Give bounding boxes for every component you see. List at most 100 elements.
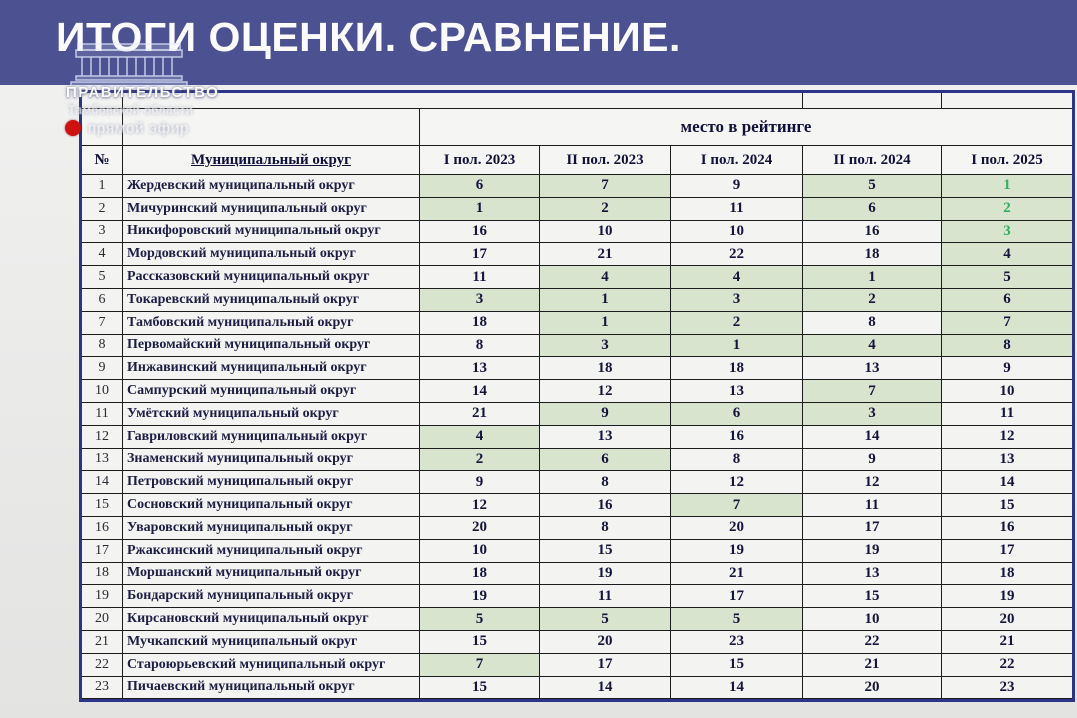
rank-cell: 1 [803, 266, 942, 289]
municipality-name: Пичаевский муниципальный округ [123, 676, 420, 700]
rank-cell: 19 [671, 539, 803, 563]
municipality-name: Жердевский муниципальный округ [123, 175, 420, 198]
empty-header-cell [123, 109, 420, 146]
row-number: 23 [82, 676, 123, 700]
rank-cell: 5 [671, 608, 803, 631]
row-number: 9 [82, 357, 123, 381]
municipality-name: Уваровский муниципальный округ [123, 516, 420, 540]
rank-cell: 10 [942, 380, 1072, 403]
rank-cell: 4 [942, 243, 1072, 267]
rank-cell: 2 [671, 311, 803, 335]
row-number: 19 [82, 585, 123, 609]
rank-cell: 14 [803, 425, 942, 449]
rank-cell: 23 [671, 630, 803, 654]
row-number: 14 [82, 471, 123, 495]
title-bar: ИТОГИ ОЦЕНКИ. СРАВНЕНИЕ. [0, 0, 1077, 85]
row-number: 3 [82, 220, 123, 244]
rank-cell: 13 [803, 562, 942, 586]
rank-cell: 15 [803, 585, 942, 609]
municipality-name: Умётский муниципальный округ [123, 402, 420, 426]
rank-cell: 20 [540, 630, 671, 654]
rank-cell: 16 [671, 425, 803, 449]
rank-cell: 2 [942, 197, 1072, 221]
column-header-period: I пол. 2023 [420, 146, 540, 175]
rank-cell: 3 [671, 288, 803, 312]
rank-cell: 14 [942, 471, 1072, 495]
rank-cell: 18 [803, 243, 942, 267]
column-header-period: I пол. 2024 [671, 146, 803, 175]
rank-cell: 13 [803, 357, 942, 381]
rank-cell: 17 [540, 653, 671, 677]
rank-cell: 9 [540, 402, 671, 426]
rank-cell: 12 [942, 425, 1072, 449]
rank-cell: 19 [540, 562, 671, 586]
rank-cell: 19 [420, 585, 540, 609]
rank-cell: 1 [540, 288, 671, 312]
column-header-period: II пол. 2024 [803, 146, 942, 175]
rank-cell: 21 [942, 630, 1072, 654]
rank-cell: 7 [671, 494, 803, 517]
rank-cell: 12 [803, 471, 942, 495]
rank-cell: 9 [420, 471, 540, 495]
municipality-name: Бондарский муниципальный округ [123, 585, 420, 609]
rank-cell: 14 [540, 676, 671, 700]
rank-cell: 12 [420, 494, 540, 517]
top-strip-cell [803, 93, 942, 109]
ranking-table: место в рейтинге № Муниципальный округ I… [79, 90, 1075, 703]
top-strip-cell [82, 93, 123, 109]
rank-cell: 6 [803, 197, 942, 221]
rank-cell: 2 [803, 288, 942, 312]
row-number: 5 [82, 266, 123, 289]
rank-cell: 6 [420, 175, 540, 198]
rank-cell: 17 [671, 585, 803, 609]
rank-cell: 8 [671, 448, 803, 472]
row-number: 12 [82, 425, 123, 449]
row-number: 11 [82, 402, 123, 426]
municipality-name: Староюрьевский муниципальный округ [123, 653, 420, 677]
rank-cell: 1 [420, 197, 540, 221]
row-number: 13 [82, 448, 123, 472]
row-number: 10 [82, 380, 123, 403]
rank-cell: 2 [540, 197, 671, 221]
rank-cell: 5 [540, 608, 671, 631]
rank-cell: 8 [942, 334, 1072, 358]
row-number: 1 [82, 175, 123, 198]
row-number: 2 [82, 197, 123, 221]
rank-cell: 9 [671, 175, 803, 198]
rank-cell: 9 [803, 448, 942, 472]
rank-cell: 17 [942, 539, 1072, 563]
rank-cell: 6 [540, 448, 671, 472]
row-number: 22 [82, 653, 123, 677]
municipality-name: Инжавинский муниципальный округ [123, 357, 420, 381]
rank-cell: 6 [671, 402, 803, 426]
row-number: 18 [82, 562, 123, 586]
rank-cell: 12 [540, 380, 671, 403]
rank-cell: 3 [540, 334, 671, 358]
rank-cell: 20 [803, 676, 942, 700]
rank-cell: 22 [671, 243, 803, 267]
municipality-name: Токаревский муниципальный округ [123, 288, 420, 312]
municipality-name: Гавриловский муниципальный округ [123, 425, 420, 449]
municipality-name: Петровский муниципальный округ [123, 471, 420, 495]
rank-cell: 7 [540, 175, 671, 198]
rank-cell: 1 [942, 175, 1072, 198]
rank-cell: 7 [420, 653, 540, 677]
rank-cell: 10 [803, 608, 942, 631]
rank-cell: 6 [942, 288, 1072, 312]
rank-cell: 17 [420, 243, 540, 267]
rank-cell: 2 [420, 448, 540, 472]
rank-cell: 11 [540, 585, 671, 609]
rank-cell: 13 [420, 357, 540, 381]
rank-cell: 14 [671, 676, 803, 700]
rank-cell: 8 [540, 471, 671, 495]
municipality-name: Мордовский муниципальный округ [123, 243, 420, 267]
row-number: 6 [82, 288, 123, 312]
page-title: ИТОГИ ОЦЕНКИ. СРАВНЕНИЕ. [56, 14, 681, 60]
rank-cell: 23 [942, 676, 1072, 700]
column-header-number: № [82, 146, 123, 175]
rank-cell: 21 [420, 402, 540, 426]
row-number: 4 [82, 243, 123, 267]
municipality-name: Знаменский муниципальный округ [123, 448, 420, 472]
row-number: 7 [82, 311, 123, 335]
